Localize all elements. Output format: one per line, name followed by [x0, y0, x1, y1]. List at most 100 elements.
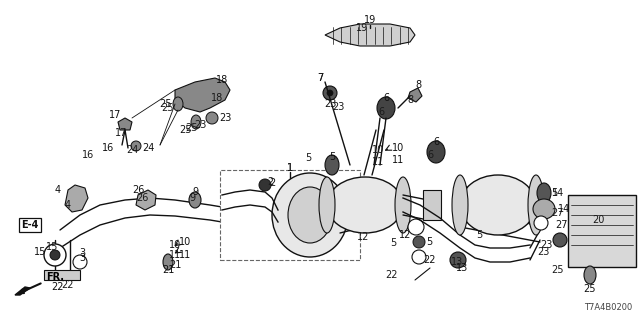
Text: 3: 3 — [79, 248, 85, 258]
Ellipse shape — [163, 254, 173, 270]
Ellipse shape — [44, 244, 66, 266]
Ellipse shape — [131, 141, 141, 151]
Text: 8: 8 — [407, 95, 413, 105]
Polygon shape — [175, 78, 230, 112]
Bar — [44, 270, 80, 280]
Text: 10: 10 — [372, 145, 384, 155]
Ellipse shape — [272, 173, 348, 257]
Text: 16: 16 — [102, 143, 114, 153]
Text: 25: 25 — [552, 265, 564, 275]
Text: 14: 14 — [552, 188, 564, 198]
Ellipse shape — [191, 115, 201, 129]
Text: 18: 18 — [216, 75, 228, 85]
Text: 27: 27 — [555, 220, 567, 230]
Ellipse shape — [553, 233, 567, 247]
Text: 25: 25 — [185, 123, 197, 133]
Text: 10: 10 — [392, 143, 404, 153]
Text: 2: 2 — [267, 177, 273, 187]
Ellipse shape — [450, 252, 466, 268]
Text: 5: 5 — [551, 188, 557, 198]
Text: 26: 26 — [132, 185, 144, 195]
Text: 5: 5 — [476, 230, 482, 240]
Text: 21: 21 — [169, 260, 181, 270]
Text: 10: 10 — [179, 237, 191, 247]
Polygon shape — [65, 185, 88, 212]
Ellipse shape — [327, 90, 333, 96]
Text: 20: 20 — [592, 215, 604, 225]
Ellipse shape — [413, 236, 425, 248]
Text: 6: 6 — [433, 137, 439, 147]
Ellipse shape — [533, 199, 555, 219]
Text: FR.: FR. — [20, 272, 64, 293]
Text: 13: 13 — [451, 257, 463, 267]
Ellipse shape — [395, 177, 411, 233]
Text: 4: 4 — [55, 185, 61, 195]
Ellipse shape — [584, 266, 596, 284]
Ellipse shape — [323, 86, 337, 100]
Text: 25: 25 — [584, 284, 596, 294]
Text: 24: 24 — [142, 143, 154, 153]
Text: 10: 10 — [169, 240, 181, 250]
Text: 23: 23 — [540, 240, 552, 250]
Text: 14: 14 — [558, 204, 570, 214]
Text: 25: 25 — [159, 99, 172, 109]
Polygon shape — [325, 24, 415, 46]
Text: 18: 18 — [211, 93, 223, 103]
Ellipse shape — [319, 177, 335, 233]
Text: 11: 11 — [392, 155, 404, 165]
Ellipse shape — [173, 97, 183, 111]
Ellipse shape — [259, 179, 271, 191]
Text: 22: 22 — [423, 255, 435, 265]
Ellipse shape — [537, 183, 551, 203]
Text: 8: 8 — [415, 80, 421, 90]
Text: 22: 22 — [61, 280, 74, 290]
Bar — [568, 195, 636, 267]
Text: 1: 1 — [287, 163, 293, 173]
Ellipse shape — [288, 187, 332, 243]
Polygon shape — [15, 287, 30, 295]
Text: 5: 5 — [426, 237, 432, 247]
Ellipse shape — [460, 175, 536, 235]
Text: 7: 7 — [317, 73, 323, 83]
Ellipse shape — [73, 255, 87, 269]
Text: 11: 11 — [179, 250, 191, 260]
Ellipse shape — [452, 175, 468, 235]
Text: 11: 11 — [372, 157, 384, 167]
Text: 17: 17 — [115, 128, 127, 138]
Text: 23: 23 — [219, 113, 231, 123]
Ellipse shape — [534, 216, 548, 230]
Ellipse shape — [189, 192, 201, 208]
Text: 15: 15 — [46, 242, 58, 252]
Text: 11: 11 — [169, 250, 181, 260]
Ellipse shape — [327, 177, 403, 233]
Ellipse shape — [408, 219, 424, 235]
Text: 25: 25 — [162, 103, 174, 113]
Text: 9: 9 — [189, 193, 195, 203]
Text: 16: 16 — [82, 150, 94, 160]
Text: 13: 13 — [456, 263, 468, 273]
Text: 12: 12 — [357, 232, 369, 242]
Text: 5: 5 — [390, 238, 396, 248]
Polygon shape — [136, 190, 156, 210]
Text: 23: 23 — [332, 102, 344, 112]
Text: 12: 12 — [399, 230, 411, 240]
Ellipse shape — [206, 112, 218, 124]
Text: 23: 23 — [324, 99, 336, 109]
Text: 5: 5 — [329, 152, 335, 162]
Text: 19: 19 — [364, 15, 376, 25]
Text: 6: 6 — [383, 93, 389, 103]
Ellipse shape — [377, 97, 395, 119]
Bar — [220, 170, 360, 260]
Text: T7A4B0200: T7A4B0200 — [584, 303, 632, 312]
Text: 19: 19 — [356, 23, 368, 33]
Text: 23: 23 — [194, 120, 206, 130]
Text: 22: 22 — [386, 270, 398, 280]
Polygon shape — [118, 118, 132, 130]
Text: 21: 21 — [162, 265, 174, 275]
Text: 26: 26 — [136, 193, 148, 203]
Ellipse shape — [412, 250, 426, 264]
Text: 3: 3 — [79, 253, 85, 263]
Ellipse shape — [427, 141, 445, 163]
Text: 15: 15 — [34, 247, 46, 257]
Ellipse shape — [325, 155, 339, 175]
